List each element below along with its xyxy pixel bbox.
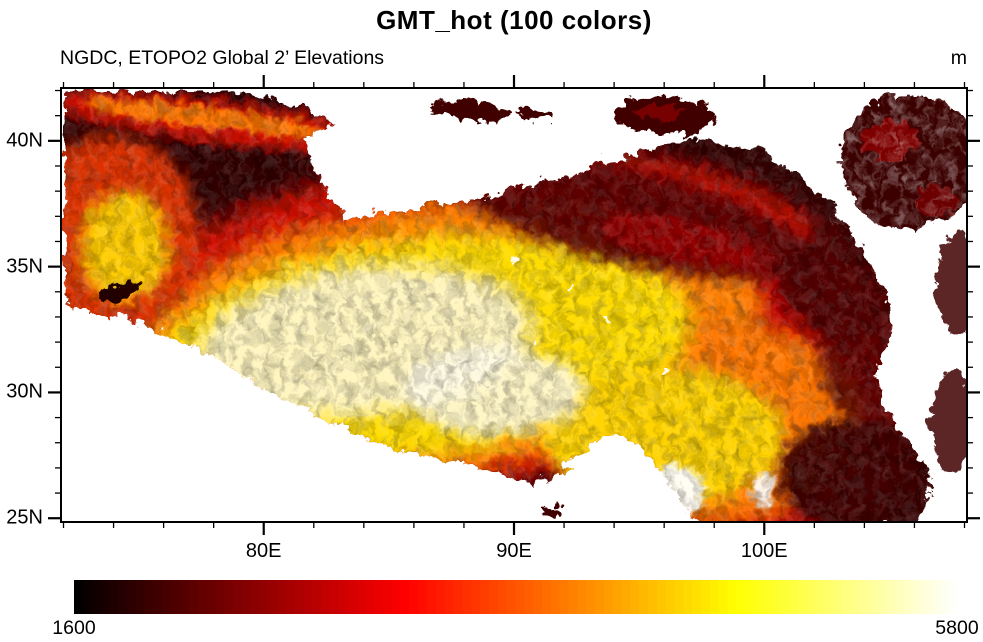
units-label: m bbox=[950, 47, 967, 69]
colorbar-max-label: 5800 bbox=[935, 617, 979, 639]
y-tick-label-35N: 35N bbox=[6, 255, 43, 278]
x-tick-label-80E: 80E bbox=[245, 540, 282, 562]
colorbar-min-label: 1600 bbox=[52, 617, 96, 639]
plot-title: GMT_hot (100 colors) bbox=[376, 5, 652, 35]
x-tick-label-90E: 90E bbox=[496, 540, 532, 562]
topright-dark-region bbox=[836, 91, 967, 225]
plot-subtitle: NGDC, ETOPO2 Global 2’ Elevations bbox=[60, 47, 385, 69]
map-frame bbox=[60, 87, 968, 523]
dark-valley-lake bbox=[93, 277, 139, 299]
y-tick-label-40N: 40N bbox=[6, 129, 43, 152]
x-tick-label-100E: 100E bbox=[740, 540, 788, 562]
y-tick-label-30N: 30N bbox=[6, 380, 43, 403]
colorbar bbox=[74, 580, 957, 614]
terrain-texture-light bbox=[61, 88, 927, 522]
y-tick-label-25N: 25N bbox=[6, 506, 43, 529]
